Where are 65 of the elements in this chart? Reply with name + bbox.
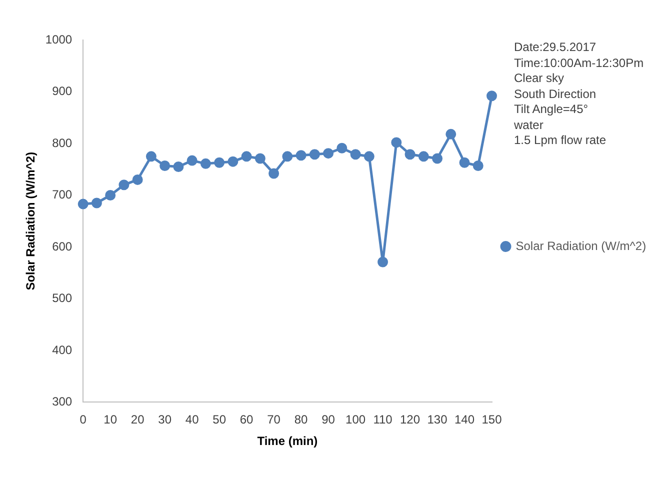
point	[472, 160, 484, 171]
x-tick-label: 90	[322, 412, 336, 427]
x-tick-label: 10	[104, 412, 118, 427]
point	[309, 149, 320, 160]
point	[296, 150, 306, 161]
point	[336, 142, 348, 154]
point	[446, 128, 456, 140]
point	[378, 256, 388, 268]
text: Date:29.5.2017	[514, 40, 598, 56]
point	[404, 149, 416, 160]
text: South Direction	[514, 86, 598, 102]
text: water	[514, 118, 544, 133]
text: Clear sky	[514, 71, 566, 86]
point	[254, 153, 266, 164]
x-tick-label: 50	[212, 412, 226, 427]
point	[282, 151, 293, 162]
y-tick-label: 900	[52, 84, 72, 98]
point	[350, 149, 361, 160]
point	[146, 151, 156, 162]
point	[486, 90, 497, 102]
point	[91, 198, 102, 208]
y-tick-label: 600	[52, 239, 72, 254]
point	[118, 180, 130, 190]
point	[132, 174, 143, 185]
x-tick-label: 40	[185, 412, 200, 427]
point	[228, 156, 238, 167]
legend-label: Solar Radiation (W/m^2)	[516, 238, 646, 253]
y-tick-label: 800	[52, 136, 72, 150]
point	[364, 151, 374, 162]
point	[418, 151, 429, 162]
point	[268, 168, 280, 179]
x-tick-label: 0	[80, 412, 87, 427]
y-tick-label: 1000	[45, 32, 72, 46]
x-tick-label: 80	[294, 412, 308, 427]
point	[323, 148, 334, 159]
point	[160, 160, 170, 171]
x-tick-label: 30	[158, 412, 172, 427]
point	[186, 155, 198, 166]
x-tick-label: 150	[482, 412, 502, 427]
point	[241, 151, 252, 162]
x-tick-label: 110	[373, 412, 393, 427]
point	[200, 158, 211, 169]
x-tick-label: 20	[130, 412, 145, 427]
y-tick-label: 400	[52, 342, 72, 357]
point	[78, 198, 88, 210]
x-axis-title: Time (min)	[257, 434, 318, 448]
y-tick-label: 500	[52, 291, 72, 306]
x-tick-label: 100	[346, 412, 366, 427]
y-tick-label: 700	[52, 188, 72, 202]
x-tick-label: 70	[267, 412, 281, 427]
point	[391, 137, 402, 148]
text: Tilt Angle=45°	[514, 102, 590, 118]
point	[214, 157, 225, 168]
point	[105, 190, 116, 200]
x-tick-label: 140	[454, 412, 475, 427]
y-tick-label: 300	[52, 394, 72, 409]
point	[173, 162, 184, 172]
point	[432, 153, 443, 164]
y-axis-title: Solar Radiation (W/m^2)	[24, 152, 38, 290]
point	[459, 157, 470, 168]
text: Time:10:00Am-12:30Pm	[514, 56, 644, 71]
x-tick-label: 120	[400, 412, 420, 427]
text: 1.5 Lpm flow rate	[514, 133, 608, 148]
x-tick-label: 60	[240, 412, 254, 427]
x-tick-label: 130	[427, 412, 448, 427]
